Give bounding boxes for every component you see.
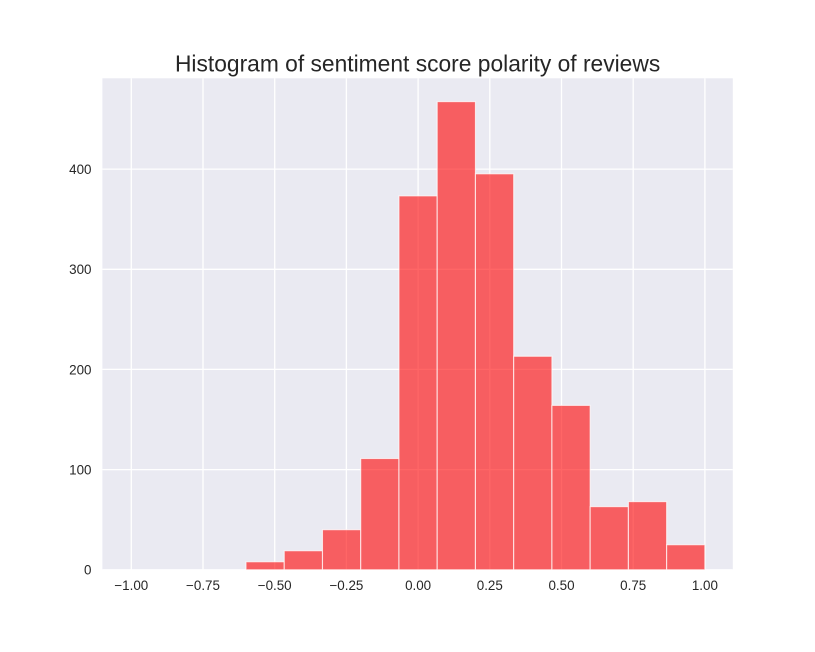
- svg-text:1.00: 1.00: [692, 578, 718, 593]
- svg-text:−0.50: −0.50: [258, 578, 292, 593]
- svg-text:200: 200: [69, 362, 91, 377]
- svg-text:400: 400: [69, 162, 91, 177]
- svg-text:−1.00: −1.00: [114, 578, 148, 593]
- svg-text:100: 100: [69, 463, 91, 478]
- svg-text:0.50: 0.50: [548, 578, 574, 593]
- svg-text:−0.25: −0.25: [329, 578, 363, 593]
- svg-text:0: 0: [84, 563, 91, 578]
- svg-text:0.00: 0.00: [405, 578, 431, 593]
- svg-text:−0.75: −0.75: [186, 578, 220, 593]
- svg-text:Histogram of sentiment score p: Histogram of sentiment score polarity of…: [175, 51, 660, 77]
- svg-text:0.75: 0.75: [620, 578, 646, 593]
- svg-text:0.25: 0.25: [477, 578, 503, 593]
- svg-text:300: 300: [69, 262, 91, 277]
